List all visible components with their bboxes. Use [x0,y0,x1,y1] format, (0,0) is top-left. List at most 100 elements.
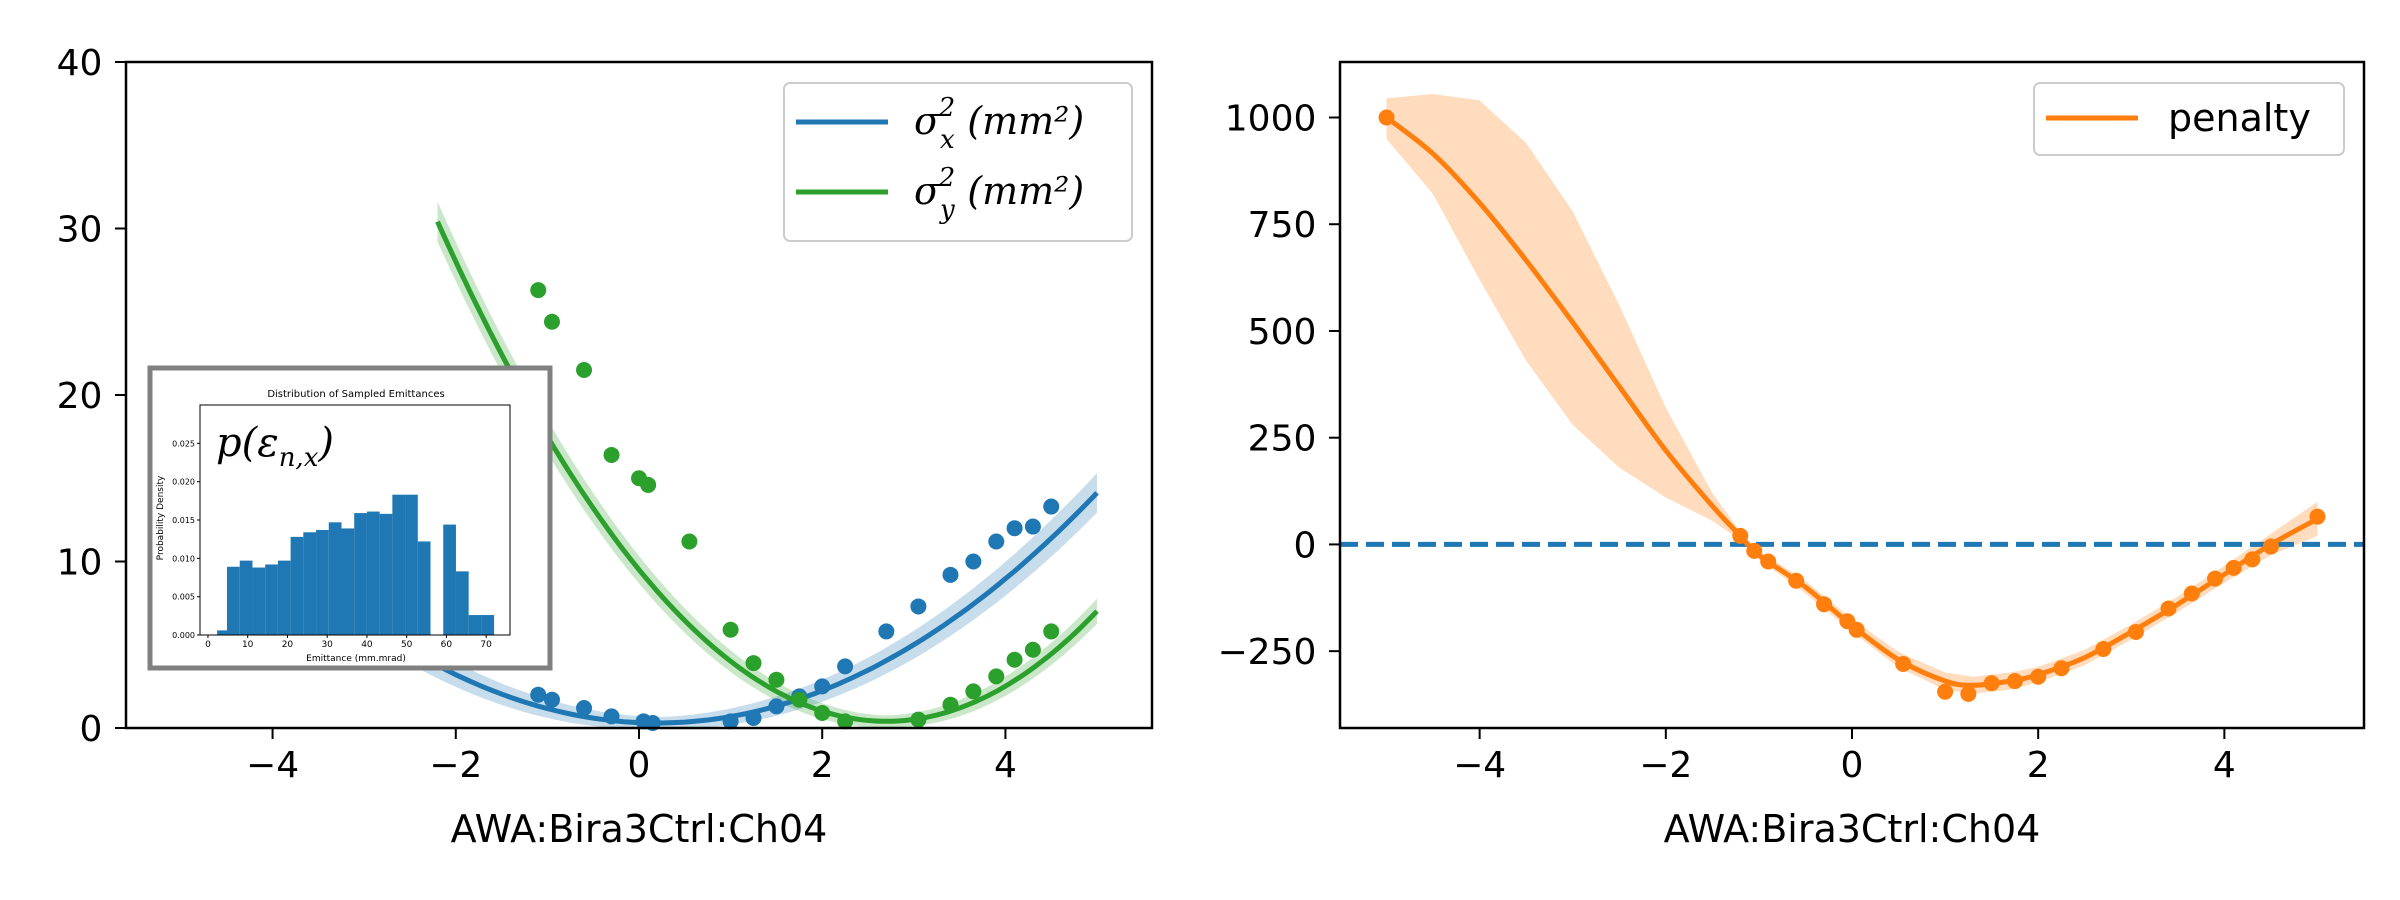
inset-ticks: 0 10 20 30 40 50 60 70 0.000 0.005 0.010 0.015 0.020… [172,439,492,650]
scatter-point-0 [910,598,927,615]
scatter-point-1 [603,446,620,463]
fit-band-1 [437,201,1097,728]
right-legend: penalty [2033,82,2345,156]
right-x-tick-label: −2 [1639,745,1692,786]
scatter-point-0 [722,713,739,730]
inset-x-tick-label: 50 [401,640,413,650]
inset-title: Distribution of Sampled Emittances [267,389,444,400]
legend-sigma-y-label: σy2 (mm²) [914,163,1084,225]
left-x-axis-label: AWA:Bira3Ctrl:Ch04 [451,807,828,851]
scatter-point-1 [837,713,854,730]
scatter-point-1 [814,705,831,722]
inset-y-tick-label: 0.010 [172,554,195,563]
left-y-tick-label: 20 [57,376,103,417]
scatter-point-1 [965,683,982,700]
penalty-point [2262,538,2279,555]
histogram-bar [455,571,469,635]
penalty-point [1848,621,1865,638]
left-x-tick-label: 2 [811,745,834,786]
histogram-bar [405,494,418,635]
right-x-tick-label: −4 [1453,745,1506,786]
penalty-point [2160,600,2177,617]
scatter-point-1 [988,668,1005,685]
penalty-point [2127,623,2144,640]
left-y-tick-label: 10 [57,542,103,583]
scatter-point-1 [791,691,808,708]
scatter-point-1 [530,282,547,299]
scatter-point-1 [640,476,657,493]
scatter-point-0 [603,708,620,725]
scatter-point-0 [965,553,982,570]
scatter-point-0 [576,700,593,717]
inset-bars [217,494,495,635]
inset-y-tick-label: 0.005 [172,593,195,602]
right-x-tick-label: 2 [2027,745,2050,786]
histogram-bar [265,564,278,635]
right-y-tick-label: −250 [1218,632,1317,673]
histogram-bar [328,522,342,635]
scatter-point-1 [1043,623,1060,640]
inset-x-tick-label: 0 [205,640,211,650]
penalty-point [1895,655,1912,672]
scatter-point-0 [1006,520,1023,537]
right-y-tick-label: 500 [1248,312,1317,353]
scatter-point-1 [576,362,593,379]
scatter-point-1 [910,711,927,728]
inset-y-label: Probability Density [156,475,166,560]
penalty-point [1983,675,2000,692]
legend-penalty-label: penalty [2168,96,2311,140]
inset-y-tick-label: 0.020 [172,478,195,487]
scatter-point-0 [768,698,785,715]
histogram-bar [417,541,431,635]
penalty-point [1760,553,1777,570]
scatter-point-0 [837,658,854,675]
inset-x-tick-label: 60 [441,640,453,650]
histogram-bar [392,494,406,635]
penalty-point [2006,673,2023,690]
right-y-tick-label: 1000 [1225,98,1317,139]
left-y-tick-label: 40 [57,43,103,84]
right-legend-box [2033,82,2345,156]
penalty-point [1937,683,1954,700]
penalty-point [1816,596,1833,613]
penalty-points [1378,109,2326,702]
histogram-bar [217,630,228,635]
histogram-bar [303,532,317,635]
scatter-point-1 [722,621,739,638]
inset-y-tick-label: 0.015 [172,516,195,525]
scatter-point-1 [745,655,762,672]
inset-y-tick-label: 0.025 [172,439,195,448]
inset-x-tick-label: 70 [480,640,492,650]
left-scatter-points [530,282,1060,732]
inset-x-tick-label: 40 [361,640,373,650]
scatter-point-0 [530,686,547,703]
right-ticks: −4 −2 0 2 4 −250 0 250 500 750 1000 [1218,98,2236,785]
right-y-tick-label: 250 [1248,419,1317,460]
inset-x-tick-label: 20 [282,640,294,650]
penalty-point [2053,660,2070,677]
left-y-tick-label: 30 [57,209,103,250]
right-x-tick-label: 0 [1841,745,1864,786]
penalty-point [1960,685,1977,702]
histogram-bar [366,511,380,635]
inset-histogram: 0 10 20 30 40 50 60 70 0.000 0.005 0.010 0.015 0.020… [147,365,553,671]
scatter-point-1 [942,696,959,713]
penalty-point [2095,641,2112,658]
penalty-point [1788,572,1805,589]
penalty-point [2207,570,2224,587]
penalty-point [1732,527,1749,544]
histogram-bar [290,536,304,635]
histogram-bar [468,615,482,635]
histogram-bar [379,513,393,635]
penalty-point [2183,585,2200,602]
scatter-point-1 [1024,641,1041,658]
penalty-point [1378,109,1395,126]
inset-x-tick-label: 10 [242,640,254,650]
left-x-tick-label: 4 [994,745,1017,786]
histogram-bar [443,524,456,635]
right-y-tick-label: 0 [1293,525,1316,566]
histogram-bar [354,513,367,635]
left-y-tick-label: 0 [79,709,102,750]
